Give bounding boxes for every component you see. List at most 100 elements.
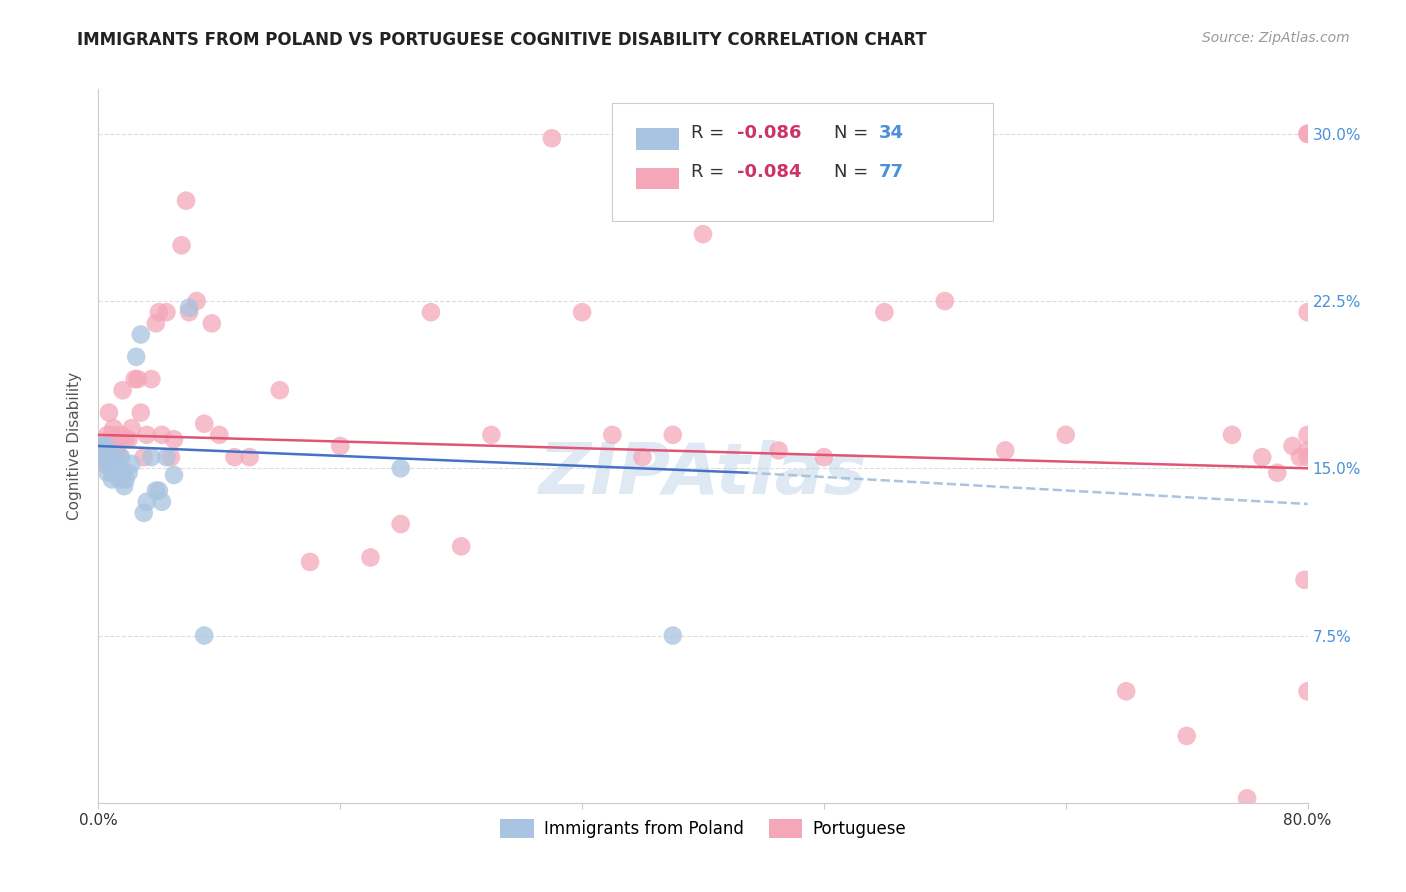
Point	[1296, 427, 1319, 442]
Point	[661, 628, 683, 642]
Point	[145, 483, 167, 498]
Point	[148, 483, 170, 498]
Text: N =: N =	[834, 163, 873, 181]
Point	[1251, 450, 1274, 464]
Point	[104, 450, 127, 464]
Text: Source: ZipAtlas.com: Source: ZipAtlas.com	[1202, 31, 1350, 45]
Point	[723, 137, 745, 152]
Point	[118, 466, 141, 480]
Point	[103, 466, 125, 480]
Y-axis label: Cognitive Disability: Cognitive Disability	[67, 372, 83, 520]
Point	[135, 494, 157, 508]
Point	[148, 305, 170, 319]
Point	[1296, 127, 1319, 141]
Point	[93, 457, 115, 471]
Point	[1296, 305, 1319, 319]
Point	[132, 450, 155, 464]
Point	[155, 305, 177, 319]
Point	[124, 372, 146, 386]
Point	[1115, 684, 1137, 698]
Point	[103, 421, 125, 435]
Point	[179, 301, 201, 315]
Point	[163, 432, 186, 446]
Text: N =: N =	[834, 124, 873, 142]
Point	[160, 450, 183, 464]
Point	[571, 305, 593, 319]
Point	[994, 443, 1017, 458]
Point	[813, 450, 835, 464]
FancyBboxPatch shape	[637, 168, 679, 189]
Point	[105, 457, 128, 471]
Point	[360, 550, 382, 565]
Point	[112, 479, 135, 493]
Point	[1281, 439, 1303, 453]
Point	[692, 227, 714, 241]
Text: 77: 77	[879, 163, 903, 181]
Point	[1296, 127, 1319, 141]
Point	[193, 628, 215, 642]
Point	[661, 427, 683, 442]
Point	[94, 439, 117, 453]
Point	[1296, 450, 1319, 464]
Point	[224, 450, 246, 464]
Point	[1220, 427, 1243, 442]
Point	[132, 506, 155, 520]
Point	[163, 467, 186, 482]
Point	[299, 555, 322, 569]
Point	[420, 305, 443, 319]
Point	[107, 450, 129, 464]
Point	[89, 439, 111, 453]
Text: R =: R =	[690, 124, 730, 142]
Point	[110, 450, 132, 464]
Point	[239, 450, 262, 464]
Point	[329, 439, 352, 453]
Point	[101, 473, 124, 487]
Point	[91, 443, 114, 458]
Point	[1294, 573, 1316, 587]
Point	[145, 316, 167, 330]
Point	[150, 427, 173, 442]
Point	[186, 293, 208, 308]
Point	[96, 466, 118, 480]
Point	[1054, 427, 1077, 442]
Point	[179, 305, 201, 319]
FancyBboxPatch shape	[613, 103, 993, 221]
Point	[104, 450, 127, 464]
Point	[1236, 791, 1258, 805]
Point	[768, 443, 790, 458]
Point	[141, 372, 163, 386]
Point	[114, 473, 136, 487]
Point	[110, 427, 132, 442]
Point	[540, 131, 562, 145]
Point	[193, 417, 215, 431]
Point	[105, 443, 128, 458]
Point	[269, 384, 291, 398]
Point	[873, 305, 896, 319]
Point	[1289, 450, 1312, 464]
Point	[108, 450, 131, 464]
Point	[389, 461, 412, 475]
Point	[1267, 466, 1289, 480]
Point	[101, 427, 124, 442]
Point	[1296, 684, 1319, 698]
Point	[111, 384, 134, 398]
Point	[121, 457, 143, 471]
Point	[125, 350, 148, 364]
Point	[129, 405, 152, 419]
Point	[602, 427, 624, 442]
Point	[94, 450, 117, 464]
Point	[934, 293, 956, 308]
Point	[481, 427, 503, 442]
FancyBboxPatch shape	[637, 128, 679, 150]
Legend: Immigrants from Poland, Portuguese: Immigrants from Poland, Portuguese	[494, 812, 912, 845]
Point	[100, 439, 122, 453]
Point	[208, 427, 231, 442]
Text: ZIPAtlas: ZIPAtlas	[538, 440, 868, 509]
Point	[96, 427, 118, 442]
Text: IMMIGRANTS FROM POLAND VS PORTUGUESE COGNITIVE DISABILITY CORRELATION CHART: IMMIGRANTS FROM POLAND VS PORTUGUESE COG…	[77, 31, 927, 49]
Point	[450, 539, 472, 553]
Point	[93, 454, 115, 469]
Point	[1175, 729, 1198, 743]
Point	[201, 316, 224, 330]
Point	[108, 473, 131, 487]
